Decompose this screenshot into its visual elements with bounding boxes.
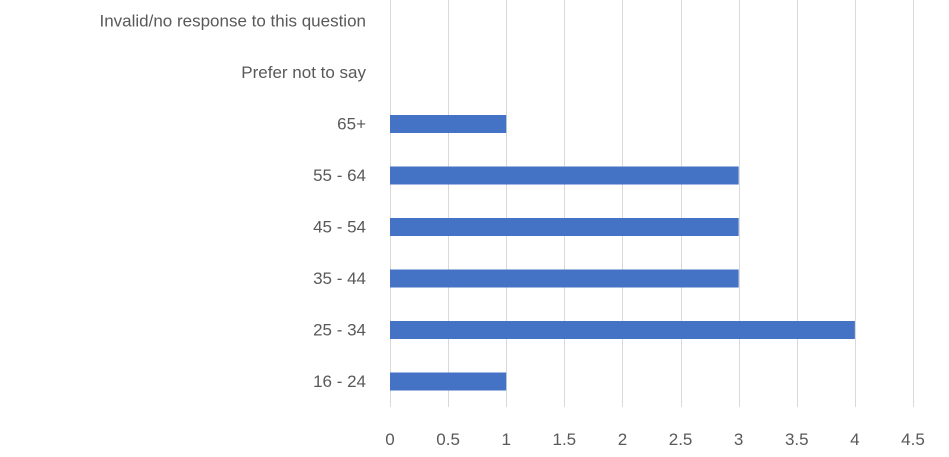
category-label-35-44: 35 - 44	[313, 269, 366, 288]
bar-25-34	[390, 321, 855, 339]
category-label-25-34: 25 - 34	[313, 321, 366, 340]
x-tick-label-0-5: 0.5	[436, 430, 460, 449]
bar-55-64	[390, 166, 739, 185]
bar-16-24	[390, 372, 507, 391]
category-labels: 16 - 24 25 - 34 35 - 44 45 - 54 55 - 64 65+ Pr…	[99, 12, 366, 392]
x-tick-label-1: 1	[501, 430, 510, 449]
category-label-65: 65+	[337, 115, 366, 134]
x-tick-label-0: 0	[385, 430, 394, 449]
x-tick-label-1-5: 1.5	[553, 430, 577, 449]
x-tick-label-4: 4	[850, 430, 859, 449]
x-tick-label-2-5: 2.5	[669, 430, 693, 449]
bar-65	[390, 115, 507, 133]
grid-lines	[390, 0, 914, 407]
x-axis-tick-labels: 0 0.5 1 1.5 2 2.5 3 3.5 4 4.5	[385, 430, 925, 449]
x-tick-label-4-5: 4.5	[901, 430, 925, 449]
x-tick-label-2: 2	[618, 430, 627, 449]
category-label-prefer-not-to-say: Prefer not to say	[241, 63, 366, 82]
category-label-45-54: 45 - 54	[313, 218, 366, 237]
category-label-16-24: 16 - 24	[313, 372, 366, 391]
category-label-55-64: 55 - 64	[313, 166, 366, 185]
bars	[390, 115, 855, 391]
category-label-invalid-no-response-to-this-question: Invalid/no response to this question	[99, 12, 366, 31]
x-tick-label-3-5: 3.5	[785, 430, 809, 449]
bar-35-44	[390, 269, 739, 288]
bar-45-54	[390, 218, 739, 236]
x-tick-label-3: 3	[734, 430, 743, 449]
